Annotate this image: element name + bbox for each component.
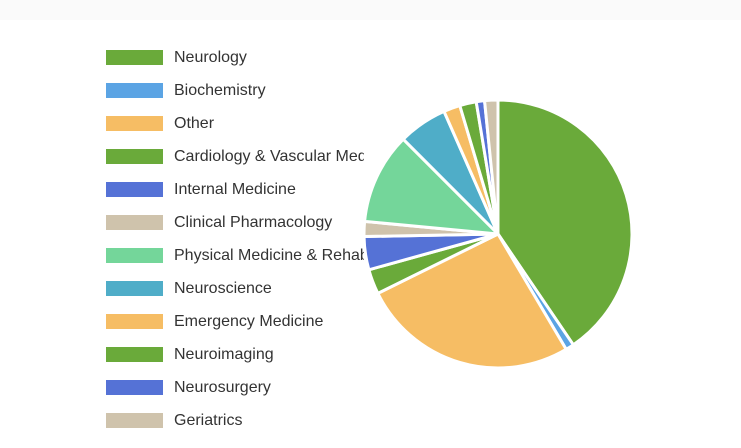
legend-swatch bbox=[106, 347, 163, 362]
legend-swatch bbox=[106, 83, 163, 98]
legend-swatch bbox=[106, 380, 163, 395]
legend-swatch bbox=[106, 248, 163, 263]
legend-swatch bbox=[106, 149, 163, 164]
legend-label: Neuroimaging bbox=[174, 345, 274, 363]
legend-label: Other bbox=[174, 114, 215, 132]
legend-item[interactable]: Neurology bbox=[106, 41, 364, 74]
legend-item[interactable]: Neurosurgery bbox=[106, 371, 364, 404]
legend-item[interactable]: Geriatrics bbox=[106, 404, 364, 437]
pie-slice-3[interactable] bbox=[376, 232, 568, 370]
legend-label: Emergency Medicine bbox=[174, 312, 324, 330]
legend-label: Clinical Pharmacology bbox=[174, 213, 333, 231]
pie-slice-1[interactable] bbox=[496, 98, 634, 347]
legend-item[interactable]: Clinical Pharmacology bbox=[106, 206, 364, 239]
legend-item[interactable]: Neuroimaging bbox=[106, 338, 364, 371]
pie-chart bbox=[362, 98, 634, 370]
legend-swatch bbox=[106, 215, 163, 230]
legend-swatch bbox=[106, 281, 163, 296]
legend-item[interactable]: Emergency Medicine bbox=[106, 305, 364, 338]
legend-swatch bbox=[106, 50, 163, 65]
pie-slice-12[interactable] bbox=[483, 98, 500, 236]
legend-swatch bbox=[106, 182, 163, 197]
legend-item[interactable]: Biochemistry bbox=[106, 74, 364, 107]
legend-label: Biochemistry bbox=[174, 81, 266, 99]
legend-item[interactable]: Other bbox=[106, 107, 364, 140]
legend-swatch bbox=[106, 413, 163, 428]
legend-label: Geriatrics bbox=[174, 411, 243, 429]
legend-label: Neuroscience bbox=[174, 279, 272, 297]
legend-label: Neurosurgery bbox=[174, 378, 271, 396]
legend-label: Physical Medicine & Rehabilitation bbox=[174, 246, 364, 264]
legend-item[interactable]: Neuroscience bbox=[106, 272, 364, 305]
legend-label: Neurology bbox=[174, 48, 247, 66]
legend-swatch bbox=[106, 116, 163, 131]
legend-swatch bbox=[106, 314, 163, 329]
legend-item[interactable]: Cardiology & Vascular Medicine bbox=[106, 140, 364, 173]
top-bar bbox=[0, 0, 741, 20]
legend-label: Cardiology & Vascular Medicine bbox=[174, 147, 364, 165]
legend-item[interactable]: Internal Medicine bbox=[106, 173, 364, 206]
legend-item[interactable]: Physical Medicine & Rehabilitation bbox=[106, 239, 364, 272]
pie-slice-7[interactable] bbox=[363, 137, 500, 236]
chart-legend: Neurology Biochemistry Other Cardiology & V… bbox=[106, 41, 364, 437]
legend-label: Internal Medicine bbox=[174, 180, 296, 198]
